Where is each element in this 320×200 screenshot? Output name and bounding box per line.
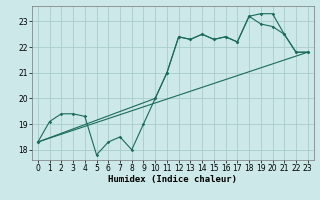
X-axis label: Humidex (Indice chaleur): Humidex (Indice chaleur) [108,175,237,184]
